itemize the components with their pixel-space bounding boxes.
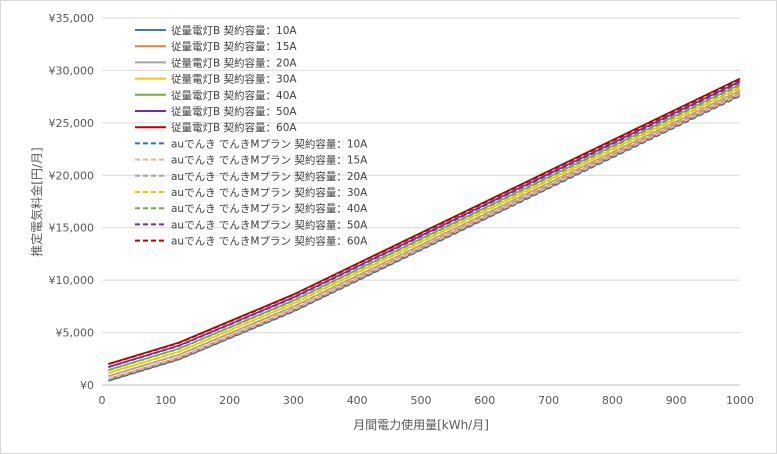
series-line-12 — [108, 84, 741, 372]
legend-label: auでんき でんきMプラン 契約容量：15A — [171, 154, 368, 167]
legend-label: 従量電灯B 契約容量：60A — [171, 121, 297, 134]
series-line-11 — [108, 87, 741, 375]
legend-label: 従量電灯B 契約容量：15A — [171, 40, 297, 53]
x-tick-label: 500 — [411, 394, 432, 407]
legend: 従量電灯B 契約容量：10A 従量電灯B 契約容量：15A 従量電灯B 契約容量：2… — [135, 24, 368, 248]
series-lines — [108, 77, 741, 382]
series-line-8 — [108, 95, 741, 382]
legend-label: 従量電灯B 契約容量：40A — [171, 89, 297, 102]
x-tick-label: 800 — [602, 394, 623, 407]
y-tick-label: ¥20,000 — [49, 169, 95, 182]
x-tick-label: 0 — [99, 394, 106, 407]
y-tick-label: ¥30,000 — [49, 64, 95, 77]
x-tick-label: 300 — [283, 394, 304, 407]
legend-label: 従量電灯B 契約容量：30A — [171, 73, 297, 86]
legend-label: auでんき でんきMプラン 契約容量：20A — [171, 170, 368, 183]
legend-label: auでんき でんきMプラン 契約容量：40A — [171, 202, 368, 215]
y-tick-label: ¥0 — [80, 379, 94, 392]
legend-label: auでんき でんきMプラン 契約容量：60A — [171, 235, 368, 248]
y-tick-label: ¥25,000 — [49, 117, 95, 130]
axes: ¥0 ¥5,000 ¥10,000 ¥15,000 ¥20,000 ¥25,000 ¥30,… — [49, 12, 755, 407]
y-axis-title: 推定電気料金[円/月] — [29, 147, 44, 256]
y-tick-label: ¥35,000 — [49, 12, 95, 25]
x-tick-label: 100 — [155, 394, 176, 407]
y-tick-label: ¥5,000 — [56, 327, 95, 340]
y-tick-label: ¥10,000 — [49, 274, 95, 287]
series-line-13 — [108, 81, 741, 369]
y-tick-label: ¥15,000 — [49, 222, 95, 235]
x-tick-label: 900 — [666, 394, 687, 407]
legend-label: 従量電灯B 契約容量：10A — [171, 24, 297, 37]
legend-label: 従量電灯B 契約容量：20A — [171, 56, 297, 69]
x-tick-label: 600 — [474, 394, 495, 407]
series-line-10 — [108, 90, 741, 378]
legend-label: auでんき でんきMプラン 契約容量：50A — [171, 218, 368, 231]
x-tick-label: 400 — [347, 394, 368, 407]
series-line-9 — [108, 93, 741, 381]
legend-label: auでんき でんきMプラン 契約容量：10A — [171, 137, 368, 150]
x-tick-label: 200 — [219, 394, 240, 407]
series-line-14 — [108, 78, 741, 366]
x-tick-label: 700 — [538, 394, 559, 407]
x-axis-title: 月間電力使用量[kWh/月] — [353, 417, 489, 432]
legend-label: 従量電灯B 契約容量：50A — [171, 105, 297, 118]
legend-label: auでんき でんきMプラン 契約容量：30A — [171, 186, 368, 199]
x-tick-label: 1000 — [726, 394, 754, 407]
